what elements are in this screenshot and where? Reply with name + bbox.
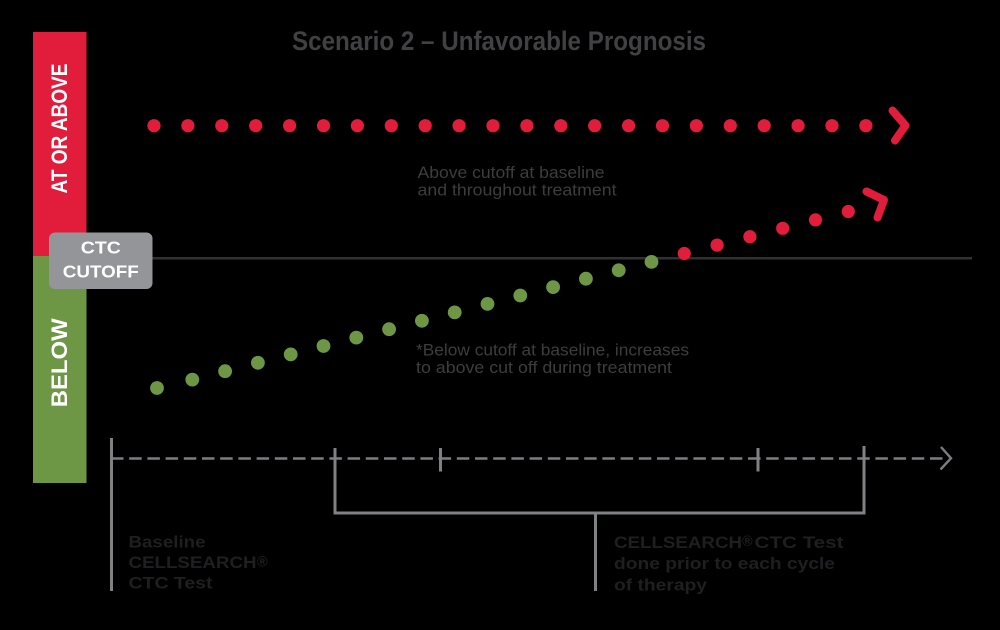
svg-text:CUTOFF: CUTOFF [63, 262, 139, 282]
svg-text:*Below cutoff at baseline, inc: *Below cutoff at baseline, increases [416, 342, 689, 360]
svg-text:®: ® [742, 534, 753, 550]
svg-text:CELLSEARCH: CELLSEARCH [129, 553, 257, 572]
svg-text:CELLSEARCH: CELLSEARCH [614, 533, 742, 552]
svg-text:CTC Test: CTC Test [129, 573, 213, 592]
svg-text:and throughout treatment: and throughout treatment [418, 182, 617, 200]
svg-text:CTC Test: CTC Test [755, 533, 844, 552]
svg-text:to above cut off during treatm: to above cut off during treatment [416, 359, 672, 377]
svg-text:®: ® [257, 554, 268, 570]
svg-text:Above cutoff at baseline: Above cutoff at baseline [418, 164, 605, 182]
svg-text:of therapy: of therapy [614, 576, 708, 595]
svg-text:Baseline: Baseline [129, 533, 206, 552]
svg-text:BELOW: BELOW [47, 318, 72, 407]
svg-text:AT OR ABOVE: AT OR ABOVE [47, 64, 72, 194]
svg-text:Scenario 2 – Unfavorable Progn: Scenario 2 – Unfavorable Prognosis [292, 26, 706, 56]
svg-text:CTC: CTC [81, 238, 121, 258]
svg-text:done prior to each cycle: done prior to each cycle [614, 554, 835, 573]
